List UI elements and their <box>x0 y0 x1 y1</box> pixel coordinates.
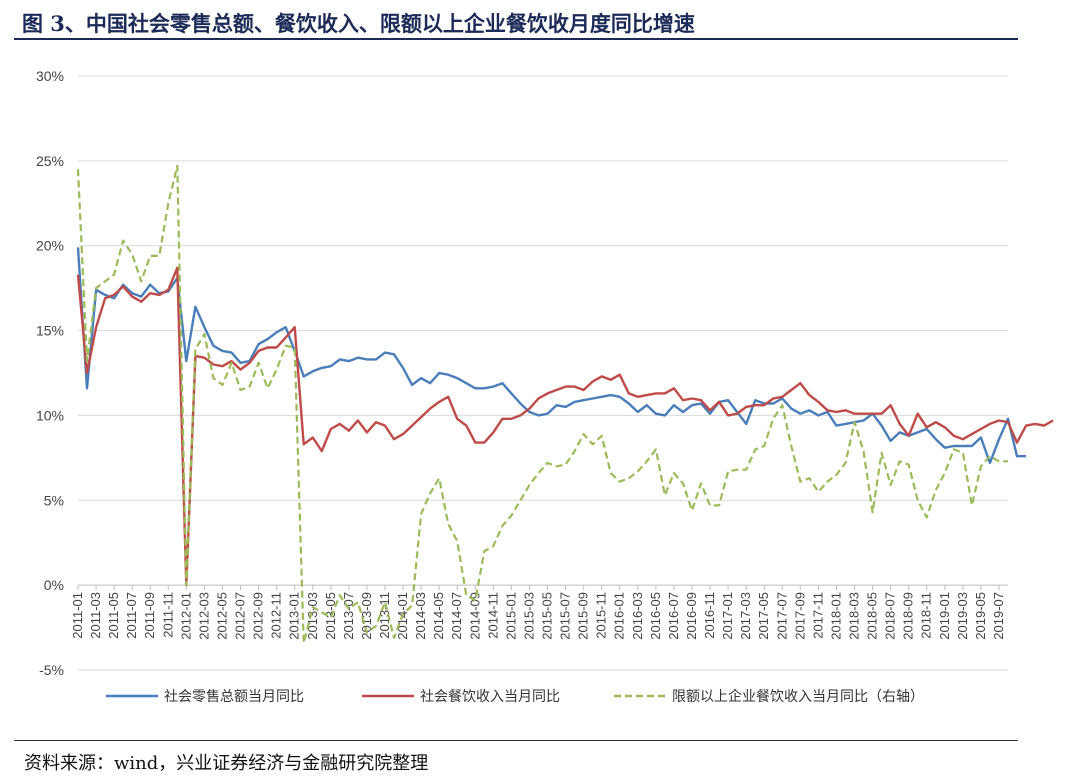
x-tick-label: 2011-03 <box>88 592 103 639</box>
x-tick-label: 2012-03 <box>196 592 211 640</box>
x-tick-label: 2015-01 <box>503 592 518 640</box>
x-tick-label: 2018-07 <box>883 592 898 640</box>
x-tick-label: 2015-03 <box>521 592 536 640</box>
figure-title: 图 3、中国社会零售总额、餐饮收入、限额以上企业餐饮收月度同比增速 <box>22 11 695 36</box>
x-tick-label: 2019-03 <box>955 592 970 640</box>
x-tick-label: 2015-05 <box>540 592 555 640</box>
x-tick-label: 2018-01 <box>828 592 843 640</box>
x-tick-label: 2016-09 <box>684 592 699 640</box>
x-tick-label: 2019-07 <box>991 592 1006 640</box>
x-tick-label: 2016-05 <box>648 592 663 640</box>
x-tick-label: 2013-11 <box>377 592 392 639</box>
x-tick-label: 2017-07 <box>774 592 789 640</box>
legend-label: 社会零售总额当月同比 <box>164 689 304 705</box>
grid-lines <box>78 75 1008 671</box>
x-tick-label: 2014-07 <box>449 592 464 640</box>
x-tick-label: 2015-07 <box>558 592 573 640</box>
y-axis-ticks: -5% 0% 5% 10% 15% 20% 25% 30% <box>36 68 64 678</box>
y-tick-label: 20% <box>36 238 64 254</box>
x-tick-label: 2015-11 <box>594 592 609 639</box>
x-tick-label: 2019-05 <box>973 592 988 640</box>
source-note: 资料来源：wind，兴业证券经济与金融研究院整理 <box>24 753 429 774</box>
x-tick-label: 2014-05 <box>431 592 446 640</box>
x-tick-label: 2018-03 <box>847 592 862 640</box>
x-tick-label: 2017-05 <box>756 592 771 640</box>
legend: 社会零售总额当月同比 社会餐饮收入当月同比 限额以上企业餐饮收入当月同比（右轴） <box>106 688 924 705</box>
y-tick-label: 0% <box>44 577 64 593</box>
legend-label: 社会餐饮收入当月同比 <box>420 689 560 705</box>
x-tick-label: 2016-01 <box>612 592 627 640</box>
x-tick-label: 2014-03 <box>413 592 428 640</box>
legend-label: 限额以上企业餐饮收入当月同比（右轴） <box>672 688 924 705</box>
x-tick-label: 2017-01 <box>720 592 735 640</box>
x-tick-label: 2017-09 <box>792 592 807 640</box>
x-tick-label: 2011-09 <box>142 592 157 639</box>
x-tick-label: 2018-09 <box>901 592 916 640</box>
x-tick-label: 2012-05 <box>214 592 229 640</box>
series-line <box>76 266 1054 587</box>
series-line <box>76 164 1008 644</box>
y-tick-label: 5% <box>44 492 64 508</box>
x-tick-label: 2012-07 <box>233 592 248 640</box>
line-chart: -5%0%5%10%15%20%25%30% 2011-01 2011-03 201… <box>36 68 1054 705</box>
title-rule <box>14 38 1018 40</box>
x-tick-label: 2011-05 <box>106 592 121 639</box>
x-tick-label: 2014-11 <box>485 592 500 639</box>
x-tick-label: 2019-01 <box>937 592 952 640</box>
x-tick-label: 2013-03 <box>305 592 320 640</box>
x-tick-label: 2014-09 <box>467 592 482 640</box>
source-rule <box>14 740 1018 741</box>
y-tick-label: 10% <box>36 407 64 423</box>
x-tick-label: 2013-09 <box>359 592 374 640</box>
x-tick-label: 2018-05 <box>865 592 880 640</box>
x-axis-ticks: 2011-01 2011-03 2011-05 2011-07 2011-09 2011-… <box>70 592 1006 640</box>
y-tick-label: -5% <box>39 662 64 678</box>
x-tick-label: 2016-03 <box>630 592 645 640</box>
x-tick-label: 2016-11 <box>702 592 717 639</box>
x-tick-label: 2017-11 <box>810 592 825 639</box>
x-tick-label: 2011-01 <box>70 592 85 639</box>
x-tick-label: 2011-11 <box>160 592 175 638</box>
x-tick-label: 2012-01 <box>178 592 193 640</box>
x-tick-label: 2012-09 <box>251 592 266 640</box>
x-tick-label: 2017-03 <box>738 592 753 640</box>
y-tick-label: 25% <box>36 153 64 169</box>
series-lines <box>76 164 1054 644</box>
y-tick-label: 30% <box>36 68 64 84</box>
x-tick-label: 2016-07 <box>666 592 681 640</box>
x-tick-label: 2018-11 <box>919 592 934 639</box>
series-line <box>76 247 1027 465</box>
x-tick-label: 2011-07 <box>124 592 139 639</box>
y-tick-label: 15% <box>36 323 64 339</box>
x-tick-label: 2013-01 <box>287 592 302 640</box>
x-tick-label: 2012-11 <box>269 592 284 639</box>
x-axis-tick-marks <box>77 585 1000 591</box>
x-tick-label: 2015-09 <box>576 592 591 640</box>
